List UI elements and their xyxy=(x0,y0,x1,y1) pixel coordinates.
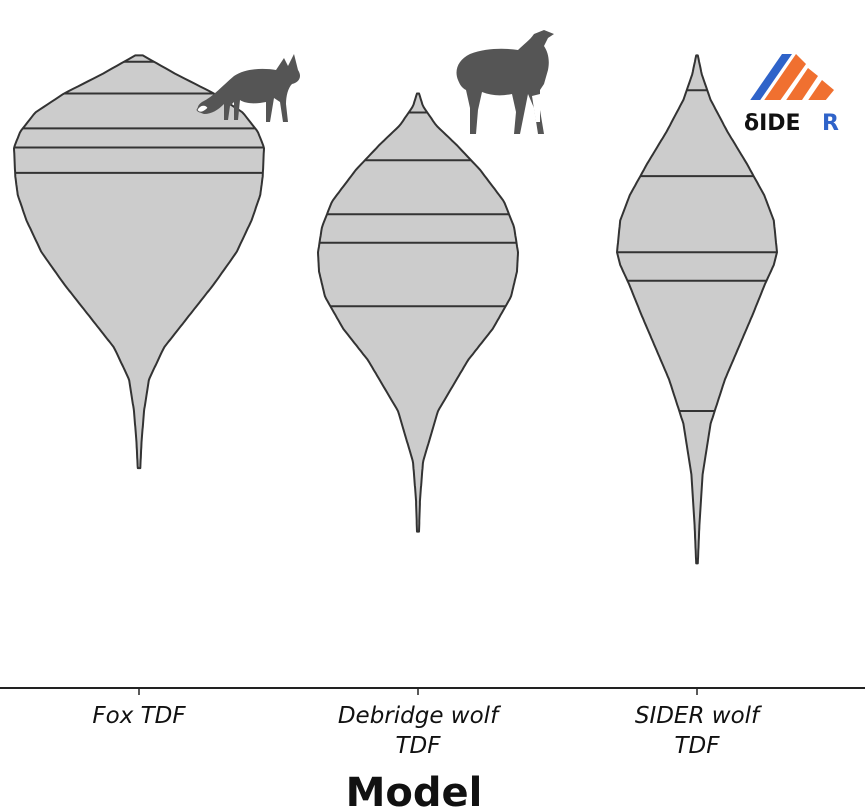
fox-icon xyxy=(196,54,300,122)
sider-logo-r: R xyxy=(822,111,839,136)
x-tick-label: Fox TDF xyxy=(92,703,186,729)
sider-logo: δIDE R xyxy=(742,54,842,136)
violin-1 xyxy=(13,54,265,470)
x-tick-label: Debridge wolf TDF xyxy=(338,703,501,759)
x-tick-label: SIDER wolf TDF xyxy=(635,703,762,759)
x-axis-title: Model xyxy=(346,770,483,812)
x-ticks: Fox TDF Debridge wolf TDF SIDER wolf TDF xyxy=(92,688,762,759)
sider-logo-text: δIDE xyxy=(744,111,801,136)
plot-area xyxy=(13,54,778,565)
violin-3 xyxy=(616,54,778,565)
wolf-icon xyxy=(456,30,554,134)
violin-2 xyxy=(317,92,519,533)
